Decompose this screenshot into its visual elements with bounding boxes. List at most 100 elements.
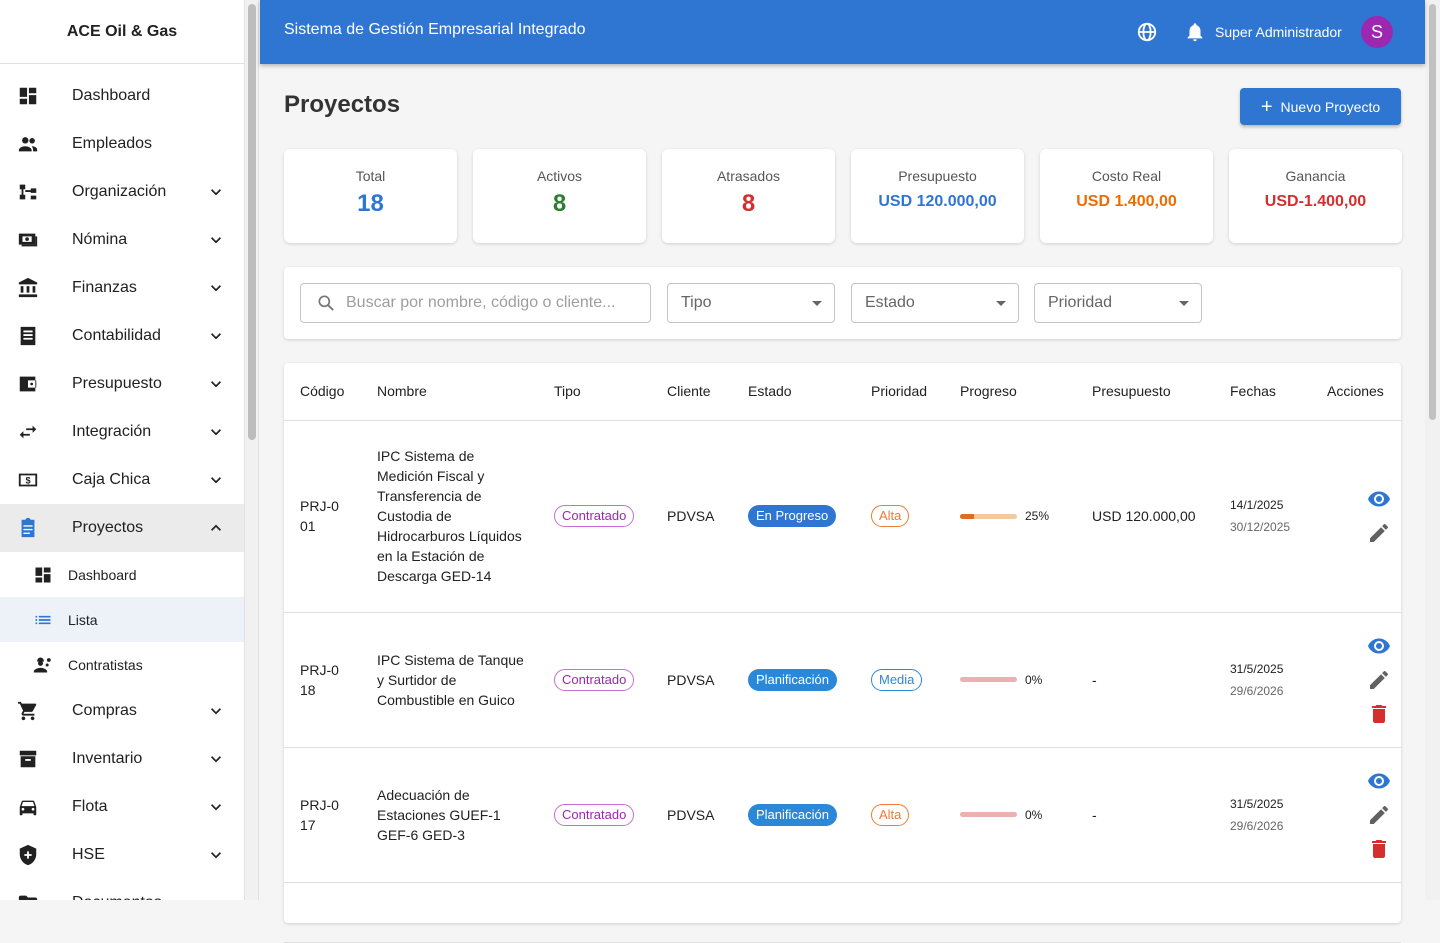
prioridad-select[interactable]: Prioridad xyxy=(1034,283,1202,323)
search-input[interactable] xyxy=(346,294,646,312)
sidebar-item-hse[interactable]: HSE xyxy=(0,831,244,879)
sidebar-subitem-lista[interactable]: Lista xyxy=(0,597,244,642)
chevron-down-icon[interactable] xyxy=(206,278,226,298)
new-project-button[interactable]: + Nuevo Proyecto xyxy=(1240,88,1401,125)
notifications-bell-icon[interactable] xyxy=(1184,21,1206,43)
stat-label: Activos xyxy=(536,168,583,184)
column-header[interactable]: Fechas xyxy=(1214,363,1311,421)
bank-icon xyxy=(18,277,38,298)
column-header[interactable]: Progreso xyxy=(944,363,1076,421)
chevron-down-icon[interactable] xyxy=(206,230,226,250)
chevron-down-icon[interactable] xyxy=(206,749,226,769)
end-date: 29/6/2026 xyxy=(1230,683,1284,698)
chevron-down-icon[interactable] xyxy=(206,326,226,346)
page-scrollbar-thumb[interactable] xyxy=(1429,4,1436,420)
column-header[interactable]: Cliente xyxy=(651,363,732,421)
stat-card-activos: Activos 8 xyxy=(473,149,646,243)
project-name: IPC Sistema de Tanque y Surtidor de Comb… xyxy=(377,651,524,708)
stat-label: Presupuesto xyxy=(898,168,977,184)
sidebar-scrollbar[interactable] xyxy=(245,0,259,900)
estado-select-label: Estado xyxy=(865,294,915,311)
sidebar-item-dashboard[interactable]: Dashboard xyxy=(0,72,244,120)
dashboard-icon xyxy=(19,87,37,105)
budget: - xyxy=(1076,747,1214,883)
column-header[interactable]: Nombre xyxy=(361,363,538,421)
chevron-down-icon[interactable] xyxy=(206,845,226,865)
chevron-down-icon[interactable] xyxy=(206,374,226,394)
sidebar-item-flota[interactable]: Flota xyxy=(0,783,244,831)
app-title: Sistema de Gestión Empresarial Integrado xyxy=(284,21,586,38)
table-row[interactable]: PRJ-017 Adecuación de Estaciones GUEF-1 … xyxy=(284,747,1401,883)
sidebar-item-organizacion[interactable]: Organización xyxy=(0,168,244,216)
project-code: PRJ-001 xyxy=(300,498,339,534)
edit-pencil-icon[interactable] xyxy=(1367,803,1391,827)
sidebar-subitem-dashboard[interactable]: Dashboard xyxy=(0,552,244,597)
status-badge: En Progreso xyxy=(748,505,837,527)
plus-icon: + xyxy=(1260,95,1273,118)
priority-badge: Alta xyxy=(871,803,910,826)
sidebar-item-caja-chica[interactable]: $ Caja Chica xyxy=(0,456,244,504)
project-code: PRJ-017 xyxy=(300,796,339,833)
table-row[interactable] xyxy=(284,882,1401,943)
sidebar-item-contabilidad[interactable]: Contabilidad xyxy=(0,312,244,360)
sidebar-item-label: Contabilidad xyxy=(72,327,161,344)
view-eye-icon[interactable] xyxy=(1367,487,1391,511)
chevron-down-icon[interactable] xyxy=(206,893,226,900)
chevron-down-icon[interactable] xyxy=(206,470,226,490)
sidebar-item-label: HSE xyxy=(72,846,105,863)
org-chart-icon xyxy=(19,184,37,200)
table-row[interactable]: PRJ-018 IPC Sistema de Tanque y Surtidor… xyxy=(284,612,1401,748)
view-eye-icon[interactable] xyxy=(1367,769,1391,793)
column-header[interactable]: Estado xyxy=(732,363,855,421)
stat-label: Ganancia xyxy=(1285,168,1346,184)
stat-card-total: Total 18 xyxy=(284,149,457,243)
progress: 25% xyxy=(960,506,1076,526)
sidebar-item-documentos[interactable]: Documentos xyxy=(0,879,244,900)
chevron-down-icon[interactable] xyxy=(206,701,226,721)
sidebar-item-compras[interactable]: Compras xyxy=(0,687,244,735)
column-header[interactable]: Prioridad xyxy=(855,363,944,421)
estado-select[interactable]: Estado xyxy=(851,283,1019,323)
language-globe-icon[interactable] xyxy=(1136,21,1158,43)
view-eye-icon[interactable] xyxy=(1367,634,1391,658)
chevron-up-icon[interactable] xyxy=(206,518,226,538)
sidebar-item-integracion[interactable]: Integración xyxy=(0,408,244,456)
sidebar-item-nomina[interactable]: Nómina xyxy=(0,216,244,264)
sidebar-item-label: Integración xyxy=(72,423,152,440)
car-icon xyxy=(19,800,37,816)
start-date: 14/1/2025 xyxy=(1230,498,1284,512)
chevron-down-icon[interactable] xyxy=(206,182,226,202)
chevron-down-icon[interactable] xyxy=(206,797,226,817)
sidebar-scrollbar-thumb[interactable] xyxy=(248,4,256,440)
tipo-select[interactable]: Tipo xyxy=(667,283,835,323)
shield-icon xyxy=(19,844,37,866)
sidebar-item-finanzas[interactable]: Finanzas xyxy=(0,264,244,312)
progress-label: 0% xyxy=(1025,672,1043,687)
chevron-down-icon[interactable] xyxy=(206,422,226,442)
column-header[interactable]: Código xyxy=(284,363,361,421)
column-header[interactable]: Tipo xyxy=(538,363,651,421)
sidebar-item-label: Compras xyxy=(72,702,137,719)
stat-value: USD 1.400,00 xyxy=(1076,193,1177,210)
sidebar-item-proyectos[interactable]: Proyectos xyxy=(0,504,244,552)
delete-trash-icon[interactable] xyxy=(1367,702,1391,726)
table-row[interactable]: PRJ-001 IPC Sistema de Medición Fiscal y… xyxy=(284,420,1401,613)
column-header[interactable]: Presupuesto xyxy=(1076,363,1214,421)
edit-pencil-icon[interactable] xyxy=(1367,668,1391,692)
sidebar-subitem-contratistas[interactable]: Contratistas xyxy=(0,642,244,687)
stat-label: Total xyxy=(355,168,386,184)
sidebar-item-presupuesto[interactable]: Presupuesto xyxy=(0,360,244,408)
avatar[interactable]: S xyxy=(1361,16,1393,48)
delete-trash-icon[interactable] xyxy=(1367,837,1391,861)
page-scrollbar[interactable] xyxy=(1425,0,1440,900)
stat-label: Atrasados xyxy=(716,168,781,184)
table-header-row: Código Nombre Tipo Cliente Estado Prioridad Pr… xyxy=(284,363,1401,421)
sidebar-subitem-label: Lista xyxy=(68,611,98,628)
stat-value: 8 xyxy=(741,190,756,217)
sidebar-item-empleados[interactable]: Empleados xyxy=(0,120,244,168)
sidebar-item-inventario[interactable]: Inventario xyxy=(0,735,244,783)
engineer-icon xyxy=(33,657,51,672)
edit-pencil-icon[interactable] xyxy=(1367,521,1391,545)
search-field[interactable] xyxy=(300,283,651,323)
user-name[interactable]: Super Administrador xyxy=(1215,24,1342,40)
